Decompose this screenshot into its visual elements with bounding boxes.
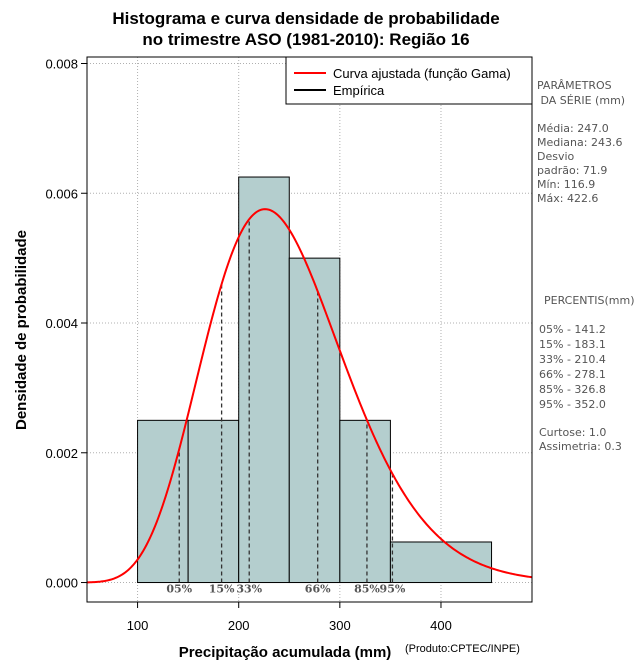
percentis-title: PERCENTIS(mm) [544, 294, 635, 307]
side-panel: PARÂMETROS DA SÉRIE (mm) Média: 247.0 Me… [537, 79, 635, 453]
histogram-bar [339, 419, 391, 584]
percentil-15: 15% - 183.1 [539, 338, 606, 351]
gamma-curve-layer [86, 208, 533, 584]
stat-sd-line-2: padrão: 71.9 [537, 164, 607, 177]
histogram-bar [187, 419, 240, 584]
stat-sd-line-1: Desvio [537, 150, 575, 163]
x-tick-label: 300 [329, 618, 351, 633]
percentile-label: 95% [380, 583, 406, 596]
percentile-lines [178, 219, 394, 583]
x-tick-label: 100 [127, 618, 149, 633]
y-tick-label: 0.004 [45, 316, 78, 331]
y-axis: 0.000 0.002 0.004 0.006 0.008 [45, 56, 87, 591]
stat-mean: Média: 247.0 [537, 122, 609, 135]
credit-label: (Produto:CPTEC/INPE) [405, 643, 520, 655]
legend-box [285, 56, 533, 105]
x-axis: 100 200 300 400 [127, 602, 452, 633]
percentile-label: 15% [209, 583, 235, 596]
stat-kurtosis: Curtose: 1.0 [539, 426, 606, 439]
stat-max: Máx: 422.6 [537, 192, 598, 205]
percentile-label: 05% [166, 583, 192, 596]
y-tick-label: 0.000 [45, 576, 78, 591]
x-axis-label: Precipitação acumulada (mm) [179, 644, 392, 660]
percentile-label: 85% [354, 583, 380, 596]
percentil-05: 05% - 141.2 [539, 323, 606, 336]
legend: Curva ajustada (função Gama) Empírica [285, 56, 533, 105]
percentile-label: 66% [305, 583, 331, 596]
histogram-bars [137, 176, 493, 584]
percentil-66: 66% - 278.1 [539, 368, 606, 381]
percentil-85: 85% - 326.8 [539, 383, 606, 396]
stat-skewness: Assimetria: 0.3 [539, 440, 622, 453]
y-tick-label: 0.008 [45, 56, 78, 71]
stat-min: Mín: 116.9 [537, 178, 595, 191]
stat-median: Mediana: 243.6 [537, 136, 622, 149]
histogram-bar [238, 176, 290, 584]
chart-title-line-2: no trimestre ASO (1981-2010): Região 16 [142, 30, 469, 49]
y-tick-label: 0.002 [45, 446, 78, 461]
y-axis-label: Densidade de probabilidade [13, 230, 30, 430]
histogram-bar [288, 257, 341, 584]
x-tick-label: 400 [430, 618, 452, 633]
percentil-33: 33% - 210.4 [539, 353, 606, 366]
params-title-line-2: DA SÉRIE (mm) [537, 94, 625, 107]
legend-gamma-label: Curva ajustada (função Gama) [333, 66, 511, 81]
percentile-labels: 05% 15% 33% 66% 85% 95% [166, 583, 406, 596]
legend-empirical-label: Empírica [333, 83, 385, 98]
params-title-line-1: PARÂMETROS [537, 79, 612, 92]
x-tick-label: 200 [228, 618, 250, 633]
y-tick-label: 0.006 [45, 186, 78, 201]
gamma-curve [86, 208, 533, 584]
percentile-label: 33% [236, 583, 262, 596]
percentil-95: 95% - 352.0 [539, 398, 606, 411]
chart-title-line-1: Histograma e curva densidade de probabil… [112, 9, 499, 28]
